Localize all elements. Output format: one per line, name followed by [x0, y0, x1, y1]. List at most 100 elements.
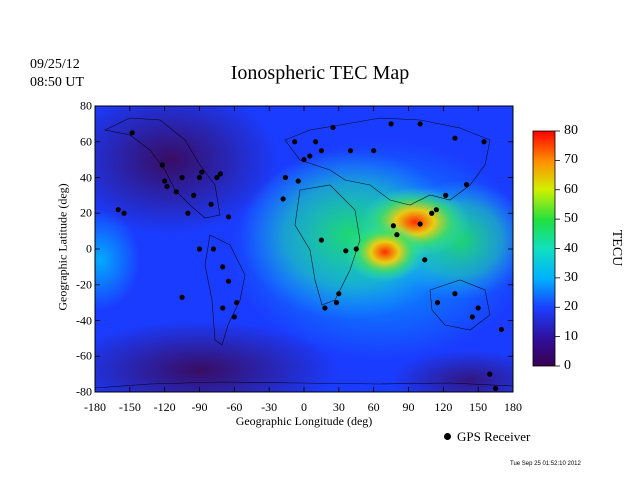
colorbar-label: TECU: [609, 229, 624, 267]
legend: GPS Receiver: [444, 429, 530, 445]
gps-receiver-point: [173, 189, 179, 195]
colorbar-tick-label: 0: [564, 358, 571, 373]
gps-receiver-point: [498, 326, 504, 333]
y-tick-label: -80: [76, 384, 92, 399]
colorbar-tick-label: 80: [564, 123, 578, 138]
gps-receiver-point: [234, 300, 240, 306]
gps-receiver-point: [210, 246, 217, 252]
gps-receiver-point: [196, 174, 203, 181]
gps-receiver-point: [492, 385, 499, 392]
gps-receiver-point: [162, 178, 168, 184]
colorbar-tick-label: 60: [564, 181, 578, 197]
colorbar-tick-label: 20: [564, 299, 578, 315]
legend-label: GPS Receiver: [457, 429, 531, 444]
x-tick-label: 120: [434, 400, 453, 414]
gps-receiver-point: [429, 210, 435, 216]
gps-receiver-point: [280, 196, 286, 202]
gps-receiver-point: [318, 148, 325, 154]
gps-receiver-point: [225, 278, 232, 284]
gps-receiver-point: [196, 246, 203, 252]
x-tick-label: -60: [226, 400, 243, 414]
gps-receiver-point: [220, 305, 226, 311]
gps-receiver-point: [417, 221, 423, 227]
colorbar-tick-label: 70: [564, 152, 578, 168]
gps-receiver-point: [463, 182, 470, 188]
gps-receiver-point: [313, 139, 319, 145]
gps-receiver-point: [199, 169, 205, 175]
y-tick-label: 60: [80, 134, 92, 149]
gps-receiver-point: [433, 207, 439, 213]
x-tick-label: -30: [261, 400, 278, 414]
x-tick-label: 150: [469, 400, 488, 414]
x-tick-label: 60: [367, 400, 380, 414]
colorbar: [532, 130, 556, 367]
gps-receiver-point: [475, 305, 481, 311]
gps-receiver-point: [208, 201, 214, 207]
gps-receiver-point: [179, 294, 185, 300]
gps-receiver-point: [282, 174, 289, 181]
chart-title: Ionospheric TEC Map: [230, 62, 410, 84]
y-tick-label: -40: [76, 313, 92, 327]
gps-receiver-point: [452, 291, 458, 297]
gps-receiver-point: [417, 121, 423, 127]
gps-receiver-point: [452, 135, 458, 141]
gps-receiver-point: [185, 210, 191, 216]
colorbar-tick-label: 10: [564, 328, 578, 344]
gps-receiver-point: [469, 314, 475, 320]
y-tick-label: -20: [76, 277, 92, 292]
gps-receiver-point: [388, 121, 394, 127]
y-tick-label: -60: [76, 348, 92, 363]
gps-receiver-point: [307, 153, 313, 159]
gps-receiver-point: [301, 157, 307, 163]
y-tick-label: 0: [86, 241, 92, 256]
gps-receiver-point: [159, 162, 165, 168]
x-tick-label: 30: [332, 400, 345, 414]
tec-field: [95, 106, 513, 392]
y-tick-label: 80: [80, 98, 92, 113]
gps-receiver-point: [487, 371, 493, 377]
gps-receiver-point: [214, 174, 220, 181]
x-tick-label: -90: [191, 400, 208, 414]
gps-receiver-point: [179, 174, 185, 181]
x-tick-label: 0: [301, 400, 307, 414]
x-tick-label: -150: [118, 400, 141, 414]
gps-receiver-point: [394, 232, 400, 238]
x-tick-marks: [94, 106, 514, 392]
y-tick-marks: [95, 105, 513, 393]
x-tick-label: -120: [153, 400, 176, 414]
gps-receiver-point: [343, 248, 349, 254]
legend-marker: [444, 433, 451, 440]
colorbar-tick-label: 30: [564, 269, 578, 285]
gps-receiver-point: [164, 183, 170, 190]
gps-receiver-point: [443, 192, 449, 198]
y-tick-label: 20: [80, 205, 92, 220]
colorbar-tick-label: 40: [564, 240, 578, 256]
gps-receiver-point: [191, 192, 197, 198]
gps-receiver-point: [121, 210, 127, 216]
time-label: 08:50 UT: [30, 75, 85, 90]
gps-receiver-point: [115, 207, 121, 213]
x-tick-label: 180: [504, 400, 522, 414]
gps-receiver-point: [434, 300, 441, 306]
gps-receiver-point: [217, 171, 223, 177]
x-axis-label: Geographic Longitude (deg): [235, 414, 373, 428]
x-tick-label: -180: [84, 400, 106, 414]
gps-receiver-point: [318, 237, 325, 243]
gps-receiver-point: [231, 314, 237, 320]
gps-receiver-point: [322, 305, 328, 311]
colorbar-tick-label: 50: [564, 211, 578, 227]
gps-receiver-point: [333, 300, 340, 306]
gps-receiver-point: [225, 214, 232, 220]
gps-receiver-point: [347, 148, 354, 154]
date-label: 09/25/12: [30, 57, 80, 72]
gps-receiver-point: [129, 130, 135, 136]
gps-receiver-point: [295, 178, 301, 184]
gps-receiver-point: [292, 139, 298, 145]
colorbar-tick-marks: [555, 130, 560, 367]
gps-receivers: [115, 121, 504, 392]
x-tick-label: 90: [402, 400, 415, 414]
gps-receiver-point: [336, 291, 342, 297]
gps-receiver-point: [422, 257, 428, 263]
gps-receiver-point: [220, 264, 226, 270]
gps-receiver-point: [330, 124, 336, 131]
